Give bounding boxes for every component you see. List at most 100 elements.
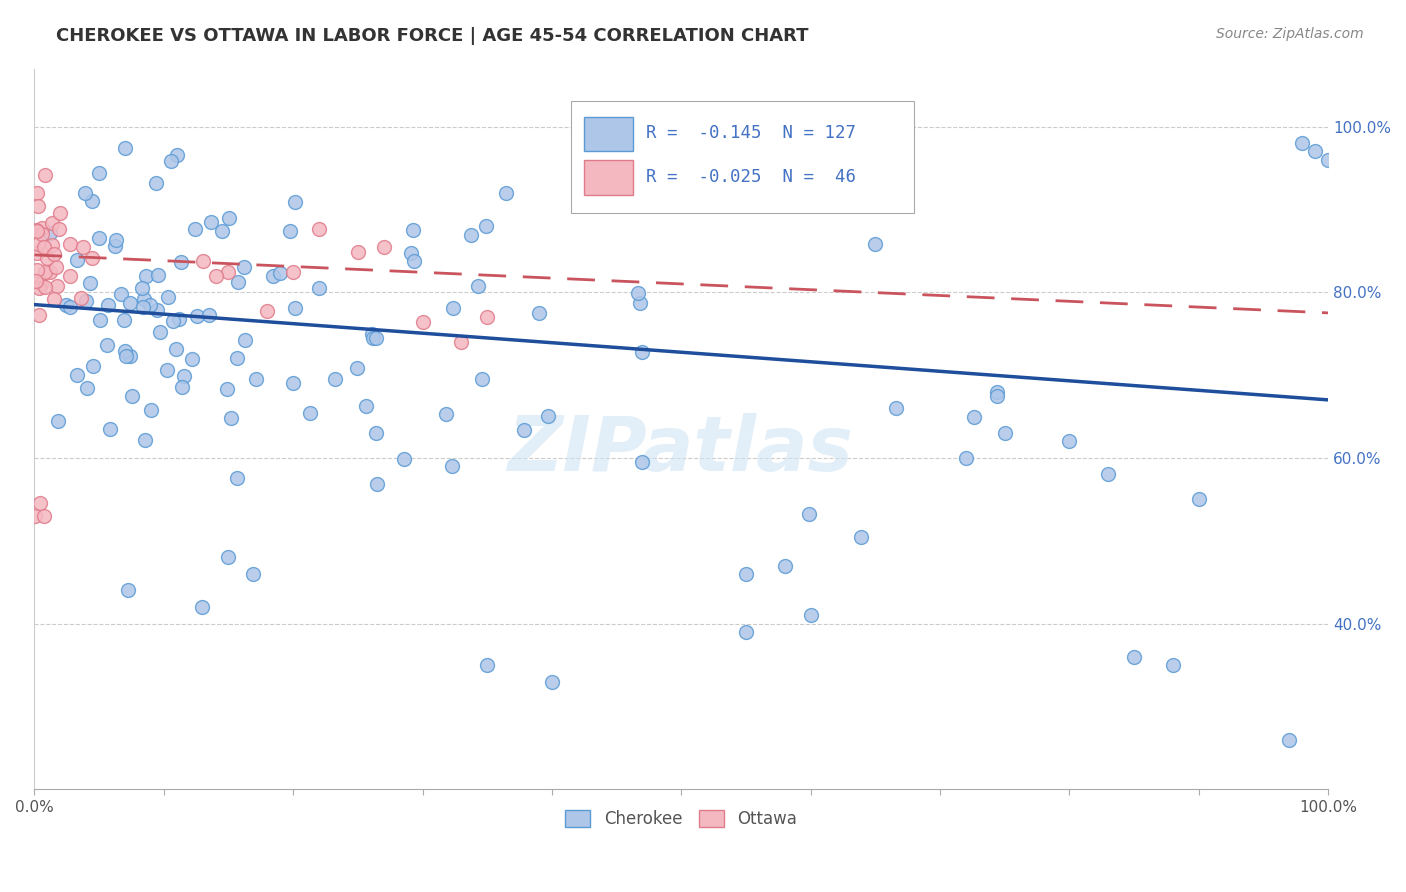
Point [31, 227, 53, 242]
Point [82, 251, 104, 265]
Point [79, 277, 101, 291]
Point [284, 301, 307, 315]
Bar [585, 117, 633, 152]
Point [34, 169, 56, 183]
Point [475, 219, 498, 233]
Point [59, 236, 82, 251]
Point [24, 508, 46, 523]
Point [31, 221, 53, 235]
Point [226, 351, 249, 365]
Point [97, 298, 120, 312]
Point [537, 409, 560, 423]
Point [197, 308, 219, 322]
Point [849, 530, 872, 544]
Point [41, 216, 63, 230]
Point [233, 333, 256, 347]
Point [477, 657, 499, 672]
Point [308, 281, 330, 295]
Point [477, 310, 499, 324]
Point [186, 309, 208, 323]
Point [211, 223, 233, 237]
Point [190, 599, 212, 614]
Point [1097, 467, 1119, 482]
Point [156, 363, 179, 377]
Point [135, 269, 157, 284]
Point [963, 409, 986, 424]
Point [628, 296, 651, 310]
Point [181, 352, 204, 367]
Point [242, 566, 264, 581]
Point [471, 372, 494, 386]
Point [955, 450, 977, 465]
Point [443, 301, 465, 315]
Point [434, 407, 457, 421]
Point [34, 280, 56, 294]
Point [226, 276, 249, 290]
Point [104, 238, 127, 252]
Point [73, 186, 96, 200]
Point [773, 558, 796, 573]
Point [221, 410, 243, 425]
Point [204, 269, 226, 284]
Point [1123, 649, 1146, 664]
Text: Source: ZipAtlas.com: Source: ZipAtlas.com [1216, 27, 1364, 41]
Point [148, 268, 170, 283]
Point [114, 343, 136, 358]
Point [27, 237, 49, 252]
Point [800, 608, 823, 623]
Point [28, 281, 51, 295]
Point [217, 550, 239, 565]
Point [346, 360, 368, 375]
Point [986, 389, 1008, 403]
Point [364, 425, 387, 440]
Point [105, 233, 128, 247]
Point [495, 186, 517, 200]
Point [25, 274, 48, 288]
Point [165, 342, 187, 356]
Point [59, 300, 82, 314]
Point [89, 231, 111, 245]
Point [45, 260, 67, 274]
Point [256, 304, 278, 318]
Point [298, 406, 321, 420]
Text: CHEROKEE VS OTTAWA IN LABOR FORCE | AGE 45-54 CORRELATION CHART: CHEROKEE VS OTTAWA IN LABOR FORCE | AGE … [56, 27, 808, 45]
Point [48, 222, 70, 236]
Point [114, 141, 136, 155]
Point [884, 401, 907, 415]
Point [46, 414, 69, 428]
Point [34, 265, 56, 279]
Point [39, 227, 62, 241]
Point [450, 335, 472, 350]
Point [27, 224, 49, 238]
Point [218, 211, 240, 225]
Point [278, 224, 301, 238]
Point [191, 253, 214, 268]
Point [35, 252, 58, 266]
Point [1161, 657, 1184, 672]
Text: ZIPatlas: ZIPatlas [508, 414, 855, 488]
Point [66, 252, 89, 267]
Point [1188, 492, 1211, 507]
Point [166, 147, 188, 161]
Point [30, 277, 52, 291]
Point [281, 265, 304, 279]
Point [346, 244, 368, 259]
Point [527, 306, 550, 320]
Point [32, 240, 55, 254]
Point [46, 279, 69, 293]
Point [215, 382, 238, 396]
Point [460, 227, 482, 242]
Point [361, 330, 384, 344]
Point [627, 285, 650, 300]
Point [28, 496, 51, 510]
Point [232, 260, 254, 274]
Point [132, 300, 155, 314]
Point [308, 222, 330, 236]
Point [404, 254, 426, 268]
Point [283, 376, 305, 390]
Point [28, 308, 51, 322]
Point [121, 389, 143, 403]
Point [89, 313, 111, 327]
Point [373, 240, 395, 254]
Point [27, 263, 49, 277]
